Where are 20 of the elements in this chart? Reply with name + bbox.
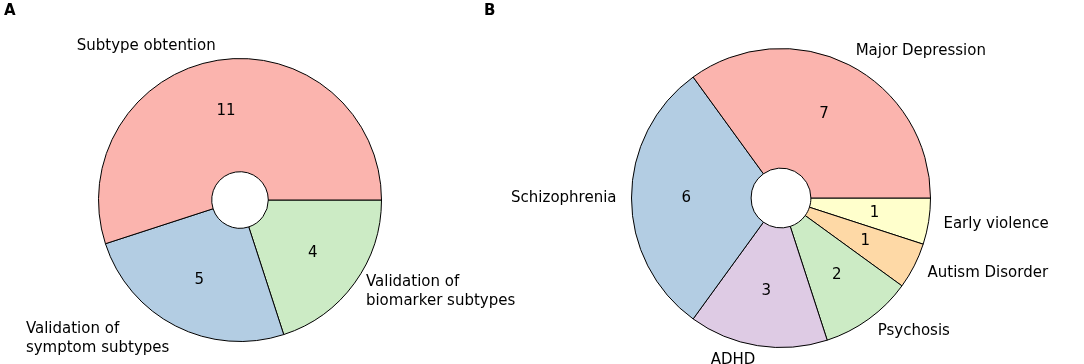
slice-label: Autism Disorder — [927, 262, 1049, 281]
slice-label: Subtype obtention — [76, 36, 216, 55]
data-label: 7 — [819, 103, 829, 122]
slice-label: Major Depression — [855, 41, 986, 60]
slice-label: Psychosis — [877, 320, 951, 339]
data-label: 5 — [194, 269, 204, 288]
data-label: 2 — [831, 264, 842, 283]
slice-label: ADHD — [710, 350, 756, 364]
slice-label: Validation of symptom subtypes — [25, 319, 170, 357]
slice-label: Early violence — [943, 213, 1049, 232]
data-label: 1 — [869, 202, 880, 221]
data-label: 3 — [761, 281, 771, 300]
chart-title: B — [484, 1, 496, 20]
data-label: 4 — [307, 242, 318, 261]
data-label: 1 — [860, 230, 871, 249]
chart-title: A — [4, 1, 16, 20]
data-label: 6 — [681, 187, 692, 206]
slice-label: Schizophrenia — [511, 187, 617, 206]
data-label: 11 — [216, 101, 236, 120]
slice-label: Validation of biomarker subtypes — [365, 271, 516, 309]
